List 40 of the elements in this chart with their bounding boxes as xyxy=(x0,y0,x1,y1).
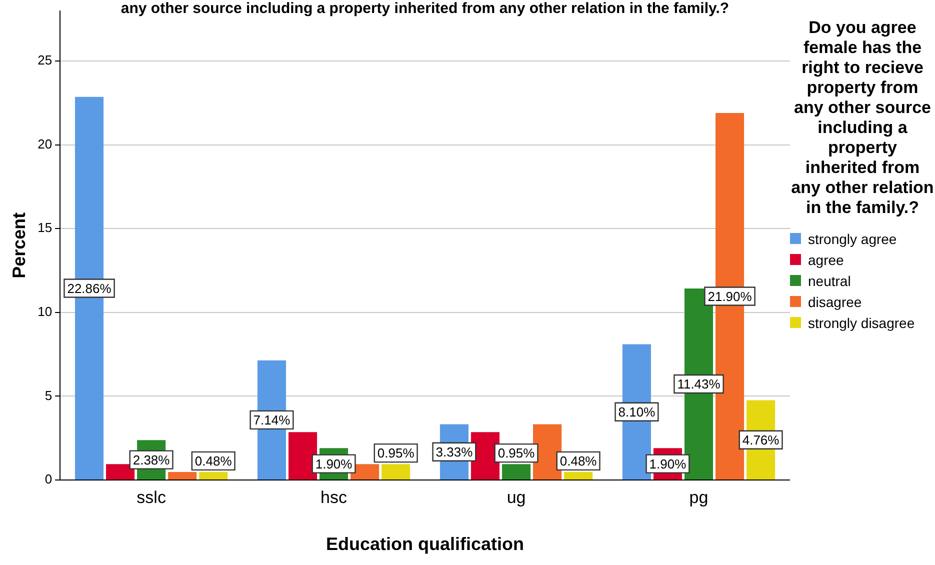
legend-label: strongly agree xyxy=(808,230,897,246)
legend-label: neutral xyxy=(808,272,851,288)
y-tick-label: 5 xyxy=(44,388,52,403)
chart-title: any other source including a property inherited from any other relation in the family.? xyxy=(120,0,730,17)
data-label: 1.90% xyxy=(315,456,353,472)
data-label: 0.95% xyxy=(377,446,415,461)
data-label: 2.38% xyxy=(132,452,170,468)
data-label: 3.33% xyxy=(436,444,474,460)
bar xyxy=(564,472,593,480)
bar xyxy=(288,432,318,480)
data-label: 1.90% xyxy=(649,456,687,472)
bar xyxy=(106,464,135,480)
data-label: 0.48% xyxy=(560,454,598,469)
y-tick-label: 25 xyxy=(38,52,52,68)
x-axis-title: Education qualification xyxy=(326,534,524,554)
data-label: 0.48% xyxy=(194,454,232,469)
bar xyxy=(199,472,228,480)
bar xyxy=(382,464,410,480)
data-label: 21.90% xyxy=(708,288,752,304)
bar xyxy=(502,464,531,480)
y-tick-label: 15 xyxy=(38,220,52,236)
y-tick-label: 10 xyxy=(38,304,52,320)
data-label: 8.10% xyxy=(618,404,656,420)
data-label: 0.95% xyxy=(498,446,536,461)
x-tick-label: hsc xyxy=(320,488,348,507)
data-label: 7.14% xyxy=(253,412,291,428)
y-tick-label: 20 xyxy=(38,136,52,152)
legend-label: disagree xyxy=(808,294,862,310)
x-tick-label: ug xyxy=(506,488,526,507)
legend-label: agree xyxy=(808,252,844,268)
x-tick-label: sslc xyxy=(136,488,166,507)
bar xyxy=(168,472,197,480)
text: Do you agree female has the right to recieve property from any other source including a property inherited from any other relation in the family.? xyxy=(791,18,934,217)
data-label: 11.43% xyxy=(677,376,721,392)
y-axis-title: Percent xyxy=(8,212,29,278)
y-tick-label: 0 xyxy=(44,472,52,487)
data-label: 4.76% xyxy=(742,432,780,448)
x-tick-label: pg xyxy=(689,488,708,507)
data-label: 22.86% xyxy=(67,280,112,296)
legend-label: strongly disagree xyxy=(808,314,915,330)
